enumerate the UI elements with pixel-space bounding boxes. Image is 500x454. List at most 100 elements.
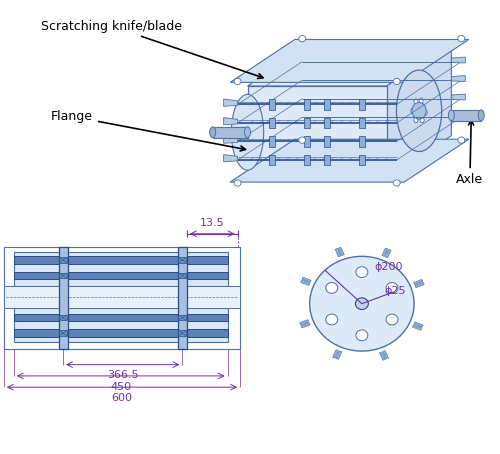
Text: 13.5: 13.5 xyxy=(200,218,224,228)
Ellipse shape xyxy=(412,103,426,119)
Bar xyxy=(382,248,388,257)
Bar xyxy=(338,247,344,256)
Bar xyxy=(380,352,386,360)
Bar xyxy=(59,273,67,278)
Bar xyxy=(304,99,310,110)
Polygon shape xyxy=(452,113,466,118)
Bar xyxy=(270,99,276,110)
Bar xyxy=(359,154,365,165)
Circle shape xyxy=(234,180,241,186)
Text: 600: 600 xyxy=(112,393,132,403)
Bar xyxy=(385,249,391,258)
Bar xyxy=(4,247,240,349)
Circle shape xyxy=(356,266,368,277)
Polygon shape xyxy=(248,43,452,86)
Bar xyxy=(324,154,330,165)
Bar xyxy=(270,118,276,128)
Bar xyxy=(58,247,68,349)
Bar xyxy=(302,277,311,282)
Ellipse shape xyxy=(420,118,424,123)
Bar xyxy=(14,252,228,286)
Circle shape xyxy=(310,257,414,351)
Bar xyxy=(59,315,67,321)
Polygon shape xyxy=(224,136,237,143)
Text: 450: 450 xyxy=(110,382,132,392)
Circle shape xyxy=(393,79,400,84)
Circle shape xyxy=(326,282,338,293)
Ellipse shape xyxy=(396,70,442,152)
Polygon shape xyxy=(452,94,466,100)
Polygon shape xyxy=(224,154,237,162)
Circle shape xyxy=(356,330,368,340)
Circle shape xyxy=(234,79,241,84)
Ellipse shape xyxy=(244,127,250,138)
Ellipse shape xyxy=(414,118,418,123)
Circle shape xyxy=(356,298,368,310)
Text: Axle: Axle xyxy=(456,120,483,186)
Text: Scratching knife/blade: Scratching knife/blade xyxy=(41,20,263,79)
Text: ϕ200: ϕ200 xyxy=(374,262,403,272)
Bar xyxy=(14,271,228,279)
Bar xyxy=(304,154,310,165)
Polygon shape xyxy=(452,57,466,63)
Bar xyxy=(359,136,365,147)
Bar xyxy=(14,308,228,342)
Bar xyxy=(301,323,310,328)
Ellipse shape xyxy=(478,110,484,121)
Circle shape xyxy=(393,180,400,186)
Bar xyxy=(414,279,423,285)
Polygon shape xyxy=(224,118,237,125)
Bar xyxy=(300,320,309,325)
Text: 366.5: 366.5 xyxy=(107,370,138,380)
Bar xyxy=(178,257,186,263)
Ellipse shape xyxy=(419,98,423,104)
Polygon shape xyxy=(224,99,237,106)
Ellipse shape xyxy=(210,127,216,138)
Polygon shape xyxy=(230,39,469,82)
Bar xyxy=(300,280,310,286)
Ellipse shape xyxy=(448,110,454,121)
Bar xyxy=(359,118,365,128)
Bar xyxy=(14,256,228,264)
Polygon shape xyxy=(452,76,466,81)
Ellipse shape xyxy=(423,110,427,115)
Bar xyxy=(178,273,186,278)
Bar xyxy=(304,118,310,128)
Bar xyxy=(178,331,186,336)
Bar xyxy=(332,350,338,358)
Circle shape xyxy=(458,137,465,143)
Bar xyxy=(324,99,330,110)
Bar xyxy=(336,351,342,360)
Bar xyxy=(178,315,186,321)
Bar xyxy=(382,350,388,359)
Circle shape xyxy=(458,35,465,42)
Bar xyxy=(270,154,276,165)
Polygon shape xyxy=(248,86,386,178)
Bar xyxy=(414,322,423,327)
Polygon shape xyxy=(230,139,469,182)
Ellipse shape xyxy=(414,99,418,104)
Bar xyxy=(304,136,310,147)
Bar xyxy=(270,136,276,147)
Text: ϕ25: ϕ25 xyxy=(384,286,406,296)
Polygon shape xyxy=(386,43,452,178)
Bar xyxy=(212,127,248,138)
Bar xyxy=(59,257,67,263)
Bar xyxy=(452,110,481,121)
Bar xyxy=(324,136,330,147)
Bar xyxy=(14,329,228,337)
Bar xyxy=(59,331,67,336)
Bar xyxy=(415,282,424,288)
Ellipse shape xyxy=(232,94,264,170)
Circle shape xyxy=(298,35,306,42)
Bar xyxy=(412,325,422,330)
Text: Flange: Flange xyxy=(51,110,246,151)
Bar xyxy=(335,248,341,257)
Bar xyxy=(178,247,187,349)
Bar xyxy=(324,118,330,128)
Bar xyxy=(4,286,240,308)
Bar xyxy=(14,314,228,321)
Bar xyxy=(359,99,365,110)
Ellipse shape xyxy=(411,108,415,114)
Circle shape xyxy=(298,137,306,143)
